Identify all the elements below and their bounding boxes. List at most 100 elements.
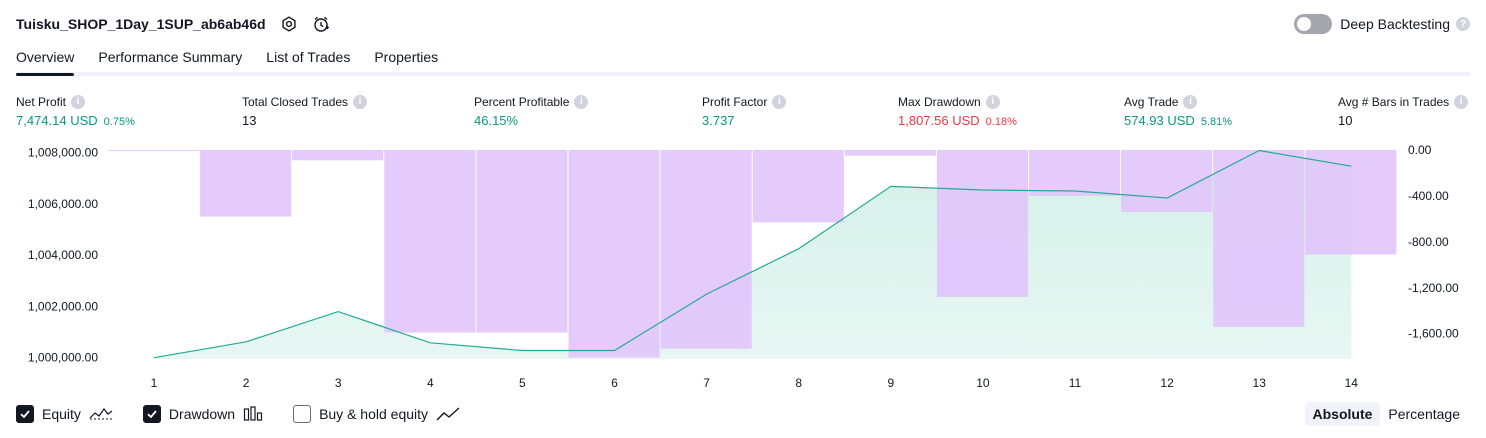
metric-label: Avg Trade [1124,94,1179,109]
percentage-button[interactable]: Percentage [1388,406,1460,422]
legend-label: Buy & hold equity [319,406,429,422]
metric-avg-trade: Avg Trade i 574.93 USD 5.81% [1124,94,1232,128]
info-icon[interactable]: i [574,94,589,109]
drawdown-bar [200,150,292,217]
bar-chart-icon [243,406,263,422]
metric-value: 1,807.56 USD [898,113,980,128]
left-axis-tick-label: 1,000,000.00 [28,351,98,365]
strategy-name: Tuisku_SHOP_1Day_1SUP_ab6ab46d [16,16,266,32]
metric-percent: 0.18% [985,116,1017,128]
drawdown-bar [108,150,200,151]
metric-label: Percent Profitable [474,94,570,109]
info-icon[interactable]: i [985,94,1000,109]
equity-line-icon [89,406,113,422]
deep-backtesting: Deep Backtesting ? [1294,12,1470,36]
drawdown-bar [936,150,1028,297]
left-axis-tick-label: 1,004,000.00 [28,248,98,262]
drawdown-bar [476,150,568,333]
x-axis-tick-label: 12 [1160,376,1174,390]
tab-list-of-trades[interactable]: List of Trades [266,49,351,65]
chart-legend: Equity Drawdown Buy & hold equity [16,402,490,426]
legend-drawdown[interactable]: Drawdown [142,405,263,423]
absolute-button[interactable]: Absolute [1304,402,1381,426]
left-axis-tick-label: 1,006,000.00 [28,197,98,211]
metric-value: 46.15% [474,113,519,128]
metric-total-closed-trades: Total Closed Trades i 13 [242,94,368,128]
metric-percent: 5.81% [1200,116,1233,128]
metric-value: 10 [1338,113,1353,128]
drawdown-bar [1213,150,1305,327]
tab-performance-summary[interactable]: Performance Summary [98,49,243,65]
drawdown-bar [568,150,660,358]
metric-value: 574.93 USD [1124,113,1195,128]
info-icon[interactable]: i [1183,94,1198,109]
tab-properties[interactable]: Properties [374,49,439,65]
right-axis-tick-label: -400.00 [1408,189,1449,203]
drawdown-bar [1305,150,1397,255]
right-axis-tick-label: -800.00 [1408,235,1449,249]
drawdown-bar [292,150,384,161]
metric-net-profit: Net Profit i 7,474.14 USD 0.75% [16,94,135,128]
drawdown-bar [844,150,936,156]
metric-label: Max Drawdown [898,94,981,109]
equity-checkbox[interactable] [16,405,34,423]
equity-area [154,150,1352,359]
settings-icon[interactable] [280,15,298,33]
metric-label: Avg # Bars in Trades [1338,94,1450,109]
strategy-header: Tuisku_SHOP_1Day_1SUP_ab6ab46d [16,12,330,36]
left-axis-tick-label: 1,002,000.00 [28,299,98,313]
x-axis-tick-label: 13 [1253,376,1267,390]
metric-label: Profit Factor [702,94,768,109]
metric-label: Net Profit [16,94,67,109]
x-axis-tick-label: 1 [151,376,158,390]
scale-switch: Absolute Percentage [1304,402,1469,426]
metric-value: 7,474.14 USD [16,113,98,128]
x-axis-tick-label: 2 [243,376,250,390]
drawdown-bar [1029,150,1121,196]
x-axis-tick-label: 14 [1345,376,1359,390]
metric-profit-factor: Profit Factor i 3.737 [702,94,787,128]
x-axis-tick-label: 5 [519,376,526,390]
x-axis-tick-label: 4 [427,376,434,390]
info-icon[interactable]: i [772,94,787,109]
info-icon[interactable]: i [353,94,368,109]
right-axis-tick-label: -1,600.00 [1408,327,1459,341]
x-axis-tick-label: 10 [976,376,990,390]
help-icon[interactable]: ? [1456,17,1470,31]
x-axis-tick-label: 11 [1069,376,1082,390]
x-axis-tick-label: 7 [703,376,710,390]
deep-backtesting-label: Deep Backtesting [1340,16,1450,32]
drawdown-bar [384,150,476,333]
left-axis-tick-label: 1,008,000.00 [28,146,98,160]
info-icon[interactable]: i [1454,94,1469,109]
x-axis-tick-label: 8 [795,376,802,390]
metric-max-drawdown: Max Drawdown i 1,807.56 USD 0.18% [898,94,1017,128]
x-axis-tick-label: 6 [611,376,618,390]
tab-overview[interactable]: Overview [16,44,75,76]
drawdown-bar [660,150,752,349]
deep-backtesting-toggle[interactable] [1294,14,1333,34]
metric-percent: 0.75% [103,116,135,128]
x-axis-tick-label: 3 [335,376,342,390]
info-icon[interactable]: i [71,94,86,109]
metric-avg-bars: Avg # Bars in Trades i 10 [1338,94,1469,128]
metric-value: 13 [242,113,257,128]
alarm-clock-icon[interactable] [312,15,330,33]
legend-label: Equity [42,406,81,422]
right-axis-tick-label: 0.00 [1408,143,1432,157]
equity-line [153,149,1352,359]
right-axis-tick-label: -1,200.00 [1408,281,1459,295]
legend-equity[interactable]: Equity [16,405,113,423]
buy-hold-checkbox[interactable] [293,405,312,423]
x-axis-tick-label: 9 [887,376,894,390]
legend-buy-hold[interactable]: Buy & hold equity [293,405,460,423]
metric-percent-profitable: Percent Profitable i 46.15% [474,94,589,128]
drawdown-bar [752,150,844,223]
metric-label: Total Closed Trades [242,94,349,109]
equity-drawdown-chart[interactable]: 1,000,000.00 1,002,000.00 1,004,000.00 1,00… [0,140,1486,394]
drawdown-checkbox[interactable] [142,405,161,423]
drawdown-bar [1121,150,1213,212]
legend-label: Drawdown [168,406,236,422]
tab-bar: Overview Performance Summary List of Tra… [16,44,1470,76]
metric-value: 3.737 [702,113,735,128]
